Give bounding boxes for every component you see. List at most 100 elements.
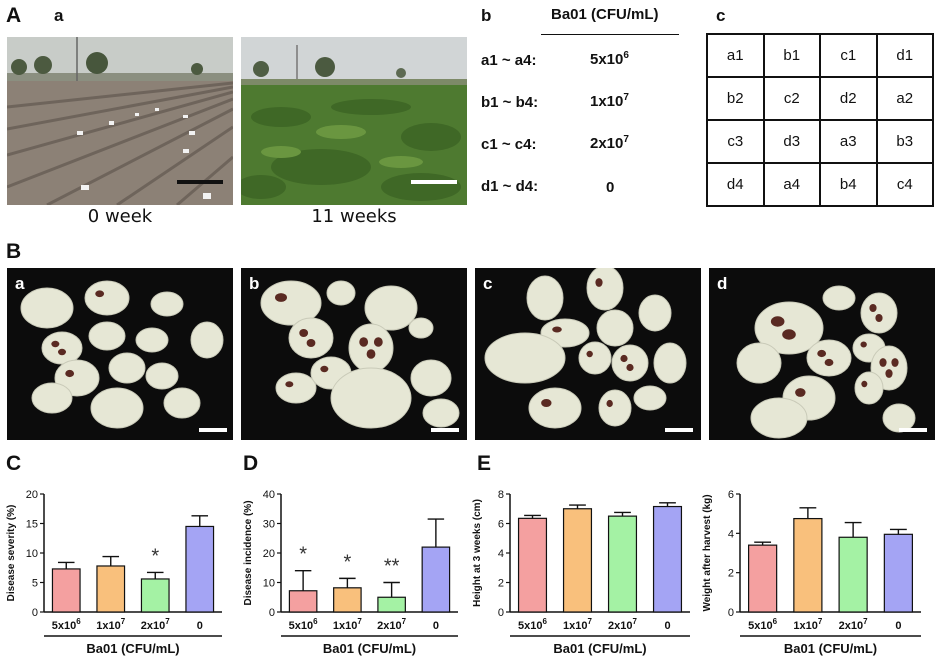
lesion bbox=[879, 358, 887, 367]
x-tick-label: 2x107 bbox=[839, 617, 868, 632]
potato bbox=[408, 317, 434, 339]
scale-bar bbox=[665, 428, 693, 432]
table-b-row-value: 5x106 bbox=[590, 50, 629, 68]
plot-layout-grid: a1 b1 c1 d1 b2 c2 d2 a2 c3 d3 a3 b3 d4 a… bbox=[706, 33, 934, 207]
x-tick-label: 2x107 bbox=[377, 617, 406, 632]
x-tick-label: 0 bbox=[664, 620, 670, 632]
x-axis-label: Ba01 (CFU/mL) bbox=[323, 641, 416, 656]
potato bbox=[163, 387, 201, 419]
potato bbox=[598, 389, 632, 427]
bar bbox=[333, 587, 362, 613]
plot-cell: d1 bbox=[876, 34, 933, 77]
bar bbox=[51, 568, 81, 613]
lesion bbox=[586, 350, 593, 358]
plot-cell: c1 bbox=[820, 34, 877, 77]
y-tick-label: 0 bbox=[269, 607, 275, 619]
significance-mark: * bbox=[343, 551, 351, 573]
caption-0-week: 0 week bbox=[87, 206, 153, 227]
plot-cell: b1 bbox=[763, 34, 820, 77]
lesion bbox=[606, 399, 613, 408]
potato bbox=[88, 321, 126, 351]
lesion bbox=[275, 293, 287, 302]
potato bbox=[578, 341, 612, 375]
lesion bbox=[552, 326, 562, 333]
lesion bbox=[869, 304, 877, 312]
table-b-row-value: 0 bbox=[606, 179, 615, 196]
plot-cell: c2 bbox=[763, 77, 820, 120]
lesion bbox=[891, 358, 899, 367]
bar bbox=[838, 536, 868, 613]
y-tick-label: 20 bbox=[26, 489, 38, 501]
potato bbox=[20, 287, 74, 329]
panel-label-B: B bbox=[6, 240, 22, 263]
table-b-row-group: b1 ~ b4: bbox=[481, 94, 539, 111]
potato bbox=[288, 317, 334, 359]
plot-cell: a1 bbox=[707, 34, 764, 77]
bar bbox=[562, 508, 593, 613]
plot-cell: d4 bbox=[707, 163, 764, 206]
potato bbox=[633, 385, 667, 411]
x-tick-label: 2x107 bbox=[608, 617, 637, 632]
lesion bbox=[51, 340, 60, 348]
potato bbox=[750, 397, 808, 439]
potato bbox=[526, 275, 564, 321]
y-axis-label: Disease incidence (%) bbox=[243, 500, 254, 605]
table-b-divider bbox=[541, 34, 679, 35]
potato bbox=[528, 387, 582, 429]
potato-photo-c-svg bbox=[484, 268, 687, 429]
plot-cell: a3 bbox=[820, 120, 877, 163]
x-tick-label: 0 bbox=[433, 620, 439, 632]
lesion bbox=[320, 365, 329, 373]
lesion bbox=[817, 349, 827, 358]
plot-cell: c4 bbox=[876, 163, 933, 206]
potato bbox=[754, 301, 824, 355]
potato bbox=[330, 367, 412, 429]
panel-label-Aa: a bbox=[54, 6, 64, 25]
potato bbox=[90, 387, 144, 429]
y-tick-label: 20 bbox=[263, 548, 275, 560]
potato bbox=[84, 280, 130, 316]
panel-label-D: D bbox=[243, 452, 259, 475]
potato bbox=[882, 403, 916, 433]
potato bbox=[260, 280, 322, 326]
panel-label-Bc: c bbox=[483, 274, 493, 293]
panel-label-C: C bbox=[6, 452, 22, 475]
y-axis-label: Disease severity (%) bbox=[6, 505, 17, 602]
plot-cell: d2 bbox=[820, 77, 877, 120]
y-tick-label: 40 bbox=[263, 489, 275, 501]
significance-mark: * bbox=[151, 545, 159, 567]
x-tick-label: 1x107 bbox=[563, 617, 592, 632]
field-photo-11-weeks bbox=[241, 37, 467, 205]
x-axis-label: Ba01 (CFU/mL) bbox=[553, 641, 646, 656]
potato-photo-d-svg bbox=[736, 285, 916, 439]
potato bbox=[108, 352, 146, 384]
bar bbox=[185, 525, 215, 613]
potato bbox=[275, 372, 317, 404]
plot-cell: a4 bbox=[763, 163, 820, 206]
lesion bbox=[366, 349, 376, 359]
lesion bbox=[782, 329, 796, 340]
x-axis-label: Ba01 (CFU/mL) bbox=[86, 641, 179, 656]
potato bbox=[135, 327, 169, 353]
lesion bbox=[620, 354, 628, 363]
x-tick-label: 5x106 bbox=[52, 617, 81, 632]
y-tick-label: 5 bbox=[32, 578, 38, 590]
y-tick-label: 4 bbox=[728, 528, 734, 540]
potato bbox=[822, 285, 856, 311]
y-tick-label: 2 bbox=[728, 568, 734, 580]
bar bbox=[793, 517, 823, 613]
x-axis-label: Ba01 (CFU/mL) bbox=[784, 641, 877, 656]
y-tick-label: 6 bbox=[498, 519, 504, 531]
lesion bbox=[373, 337, 383, 347]
potato bbox=[326, 280, 356, 306]
potato bbox=[736, 342, 782, 384]
bar bbox=[652, 505, 683, 613]
plot-cell: b2 bbox=[707, 77, 764, 120]
potato bbox=[860, 292, 898, 334]
y-tick-label: 2 bbox=[498, 578, 504, 590]
x-tick-label: 1x107 bbox=[96, 617, 125, 632]
x-tick-label: 5x106 bbox=[289, 617, 318, 632]
lesion bbox=[875, 314, 883, 322]
potato bbox=[145, 362, 179, 390]
potato bbox=[484, 332, 566, 384]
